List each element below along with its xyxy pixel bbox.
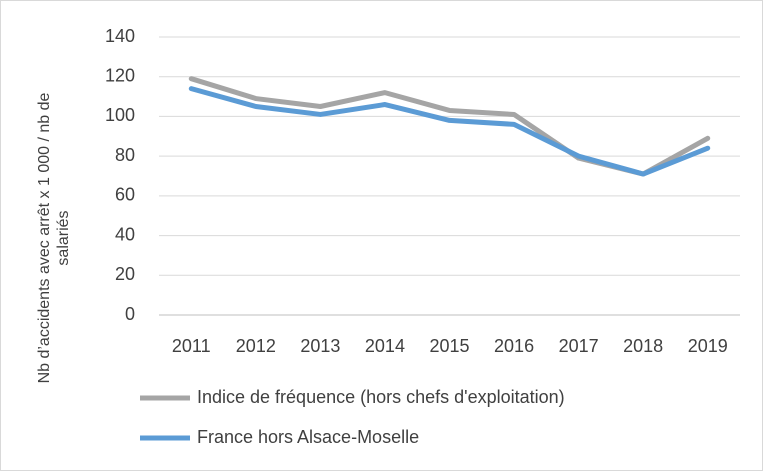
x-tick-label: 2017 <box>559 336 599 356</box>
series-line <box>188 76 711 177</box>
x-tick-label: 2011 <box>172 336 211 356</box>
legend-label: France hors Alsace-Moselle <box>197 427 419 447</box>
x-tick-label: 2014 <box>365 336 405 356</box>
x-tick-label: 2015 <box>429 336 469 356</box>
y-tick-label: 40 <box>115 224 135 244</box>
x-tick-label: 2019 <box>688 336 728 356</box>
y-tick-label: 140 <box>105 26 135 46</box>
x-tick-label: 2012 <box>236 336 276 356</box>
y-tick-label: 20 <box>115 264 135 284</box>
x-tick-label: 2016 <box>494 336 534 356</box>
y-tick-label: 100 <box>105 105 135 125</box>
y-tick-label: 0 <box>125 304 135 324</box>
y-axis-label: Nb d’accidents avec arrêt x 1 000 / nb d… <box>36 92 72 384</box>
y-tick-label: 60 <box>115 185 135 205</box>
x-tick-label: 2013 <box>300 336 340 356</box>
y-tick-label: 120 <box>105 65 135 85</box>
x-tick-label: 2018 <box>623 336 663 356</box>
series-line <box>188 86 711 177</box>
y-tick-label: 80 <box>115 145 135 165</box>
legend-label: Indice de fréquence (hors chefs d'exploi… <box>197 387 565 407</box>
